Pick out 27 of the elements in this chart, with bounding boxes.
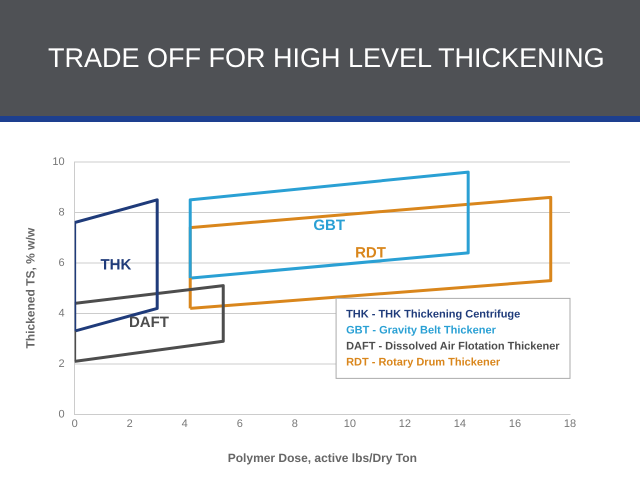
y-axis-title: Thickened TS, % w/w bbox=[24, 227, 38, 349]
x-tick-label: 10 bbox=[344, 418, 356, 430]
y-tick-label: 4 bbox=[58, 307, 65, 320]
y-tick-label: 2 bbox=[58, 358, 65, 370]
series-label: DAFT bbox=[128, 314, 169, 332]
x-axis-title: Polymer Dose, active lbs/Dry Ton bbox=[228, 451, 417, 466]
y-tick-label: 8 bbox=[58, 206, 65, 219]
y-tick-label: 6 bbox=[58, 256, 65, 269]
series-label: GBT bbox=[313, 216, 346, 234]
x-tick-label: 12 bbox=[398, 418, 412, 430]
annotation: GBT - Gravity Belt Thickener bbox=[346, 324, 497, 336]
x-tick-label: 14 bbox=[454, 418, 466, 430]
x-tick-label: 18 bbox=[564, 418, 576, 430]
y-tick-label: 0 bbox=[58, 408, 65, 420]
chart-title: TRADE OFF FOR HIGH LEVEL THICKENING bbox=[48, 42, 605, 74]
y-tick-label: 10 bbox=[52, 156, 65, 168]
x-tick-label: 4 bbox=[182, 418, 188, 430]
x-tick-label: 8 bbox=[292, 418, 298, 430]
annotation: DAFT - Dissolved Air Flotation Thickener bbox=[346, 340, 560, 352]
x-tick-label: 2 bbox=[126, 418, 133, 430]
text: RDT bbox=[355, 244, 386, 262]
annotation: RDT - Rotary Drum Thickener bbox=[346, 356, 501, 368]
x-tick-label: 16 bbox=[508, 418, 522, 430]
x-tick-label: 6 bbox=[236, 418, 243, 430]
annotation: THK - THK Thickening Centrifuge bbox=[346, 308, 520, 320]
series-label: THK bbox=[100, 256, 132, 274]
x-tick-label: 0 bbox=[72, 418, 78, 430]
